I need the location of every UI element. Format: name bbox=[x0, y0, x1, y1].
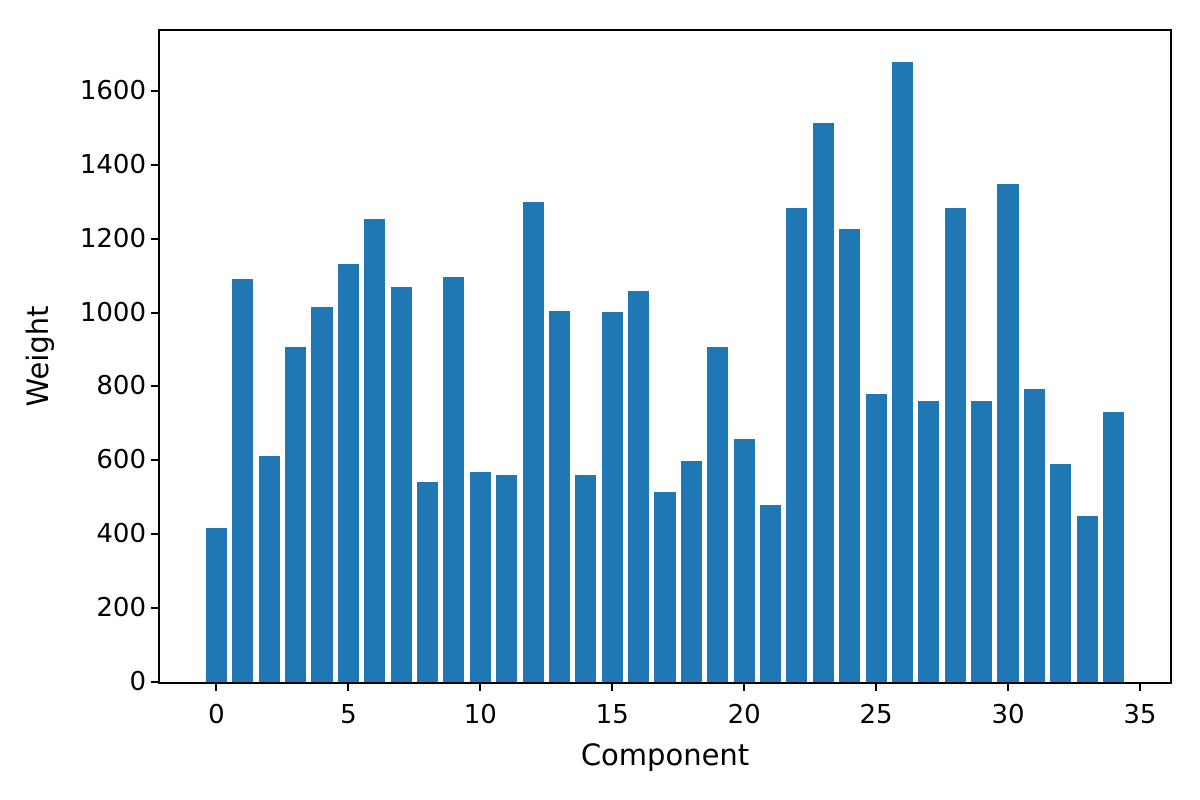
x-tick-mark-35 bbox=[1138, 684, 1141, 691]
bar-component-29 bbox=[971, 401, 993, 682]
bar-component-20 bbox=[733, 438, 755, 682]
y-tick-label-0: 0 bbox=[129, 667, 146, 697]
x-tick-label-20: 20 bbox=[727, 700, 761, 730]
y-tick-label-400: 400 bbox=[96, 519, 146, 550]
y-tick-mark-1200 bbox=[151, 237, 158, 240]
bar-component-19 bbox=[707, 347, 729, 682]
bar-component-12 bbox=[522, 201, 544, 682]
y-tick-label-1600: 1600 bbox=[79, 75, 146, 106]
x-tick-mark-5 bbox=[347, 684, 350, 691]
bar-component-23 bbox=[812, 123, 834, 682]
bar-component-13 bbox=[548, 311, 570, 682]
bar-component-4 bbox=[311, 307, 333, 682]
x-tick-mark-0 bbox=[215, 684, 218, 691]
bar-component-25 bbox=[865, 393, 887, 682]
bar-component-11 bbox=[496, 475, 518, 682]
bar-component-32 bbox=[1050, 463, 1072, 682]
x-tick-label-30: 30 bbox=[991, 700, 1025, 730]
x-tick-label-0: 0 bbox=[208, 700, 225, 730]
y-tick-mark-1600 bbox=[151, 89, 158, 92]
x-tick-label-25: 25 bbox=[859, 700, 893, 730]
bar-component-14 bbox=[575, 475, 597, 682]
bar-component-17 bbox=[654, 492, 676, 682]
x-tick-mark-25 bbox=[875, 684, 878, 691]
y-tick-label-200: 200 bbox=[96, 593, 146, 624]
y-tick-label-1400: 1400 bbox=[79, 149, 146, 180]
left-spine bbox=[158, 29, 160, 684]
bar-component-16 bbox=[628, 291, 650, 682]
bar-component-6 bbox=[364, 219, 386, 682]
bar-component-24 bbox=[839, 229, 861, 682]
x-tick-mark-10 bbox=[479, 684, 482, 691]
y-tick-label-600: 600 bbox=[96, 445, 146, 476]
x-tick-label-10: 10 bbox=[463, 700, 497, 730]
y-tick-label-800: 800 bbox=[96, 371, 146, 402]
y-tick-mark-600 bbox=[151, 459, 158, 462]
x-tick-label-5: 5 bbox=[340, 700, 357, 730]
bar-component-15 bbox=[601, 312, 623, 682]
bar-component-1 bbox=[232, 278, 254, 682]
y-tick-mark-0 bbox=[151, 681, 158, 683]
bar-component-26 bbox=[891, 62, 913, 682]
x-tick-mark-30 bbox=[1006, 684, 1009, 691]
x-tick-label-35: 35 bbox=[1123, 700, 1157, 730]
y-tick-mark-1400 bbox=[151, 163, 158, 166]
bar-component-34 bbox=[1102, 411, 1125, 682]
bar-component-31 bbox=[1023, 389, 1045, 682]
bar-component-5 bbox=[337, 263, 359, 682]
y-tick-label-1000: 1000 bbox=[79, 297, 146, 328]
y-tick-mark-800 bbox=[151, 385, 158, 388]
y-tick-label-1200: 1200 bbox=[79, 223, 146, 254]
bar-component-7 bbox=[390, 287, 412, 682]
x-tick-mark-20 bbox=[743, 684, 746, 691]
bottom-spine bbox=[158, 682, 1172, 684]
bar-component-30 bbox=[997, 184, 1019, 682]
top-spine bbox=[158, 29, 1172, 31]
x-tick-mark-15 bbox=[611, 684, 614, 691]
bar-component-28 bbox=[944, 208, 966, 682]
bar-component-22 bbox=[786, 207, 808, 682]
bar-component-21 bbox=[759, 505, 782, 682]
x-tick-label-15: 15 bbox=[595, 700, 629, 730]
bar-component-8 bbox=[416, 481, 439, 682]
bar-component-10 bbox=[469, 472, 491, 682]
bar-component-2 bbox=[258, 455, 280, 682]
bar-component-0 bbox=[205, 528, 227, 682]
y-tick-mark-1000 bbox=[151, 311, 158, 314]
bar-component-33 bbox=[1076, 516, 1098, 682]
right-spine bbox=[1170, 29, 1172, 684]
bar-component-3 bbox=[285, 346, 307, 682]
bar-component-27 bbox=[918, 401, 940, 682]
x-axis-title: Component bbox=[580, 738, 750, 772]
bar-component-9 bbox=[443, 277, 465, 682]
y-tick-mark-400 bbox=[151, 533, 158, 536]
y-tick-mark-200 bbox=[151, 607, 158, 610]
bar-component-18 bbox=[680, 461, 702, 682]
